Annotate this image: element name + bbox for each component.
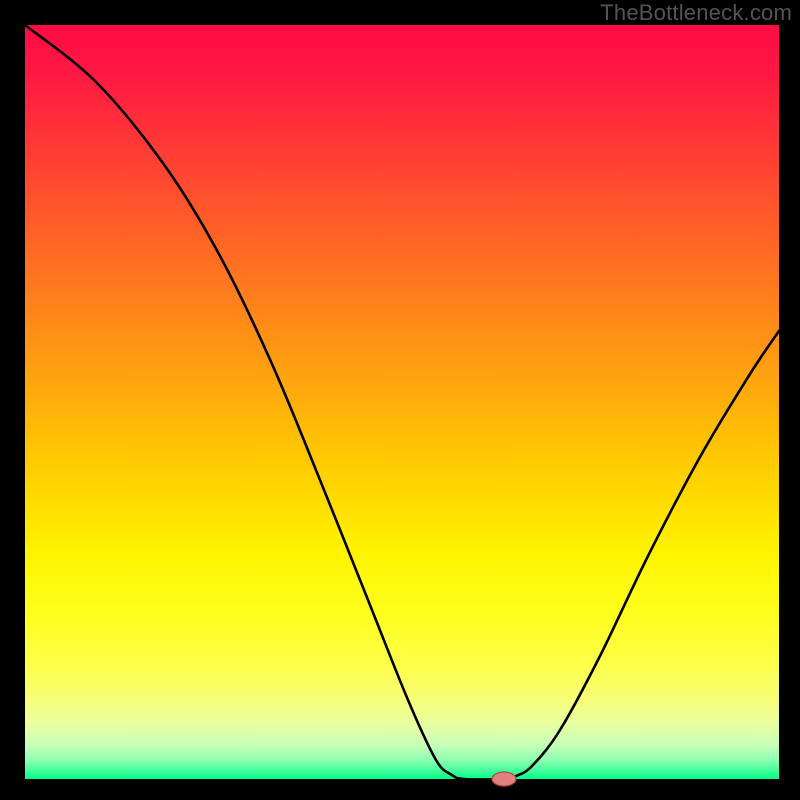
optimal-point-marker <box>492 772 516 786</box>
chart-container: TheBottleneck.com <box>0 0 800 800</box>
watermark-text: TheBottleneck.com <box>600 0 792 26</box>
bottleneck-chart <box>0 0 800 800</box>
plot-background <box>25 25 779 779</box>
